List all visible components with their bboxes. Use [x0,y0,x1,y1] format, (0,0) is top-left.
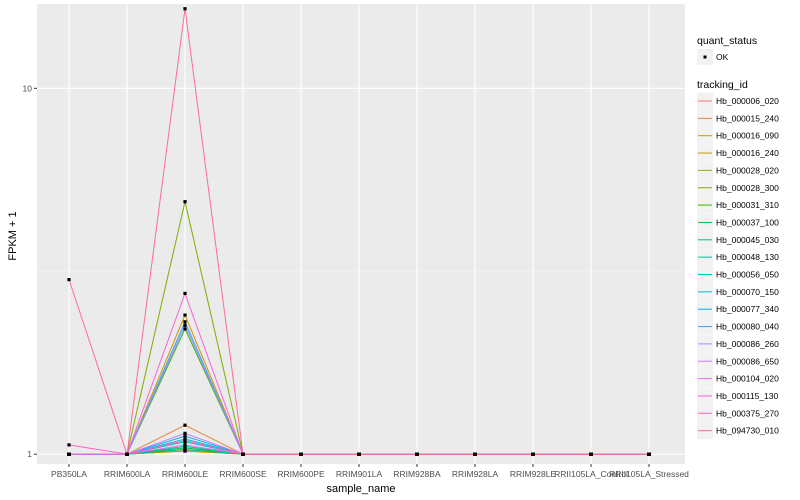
x-tick-label: RRIM928LA [452,469,499,479]
data-point [241,452,245,456]
legend-series-label: Hb_000086_260 [716,339,779,349]
data-point [183,447,187,452]
x-tick-label: RRIM928BA [393,469,441,479]
legend-series-label: Hb_000006_020 [716,96,779,106]
x-tick-label: RRIM928LE [510,469,557,479]
legend-series-label: Hb_000115_130 [716,391,779,401]
x-tick-label: RRIM600LE [162,469,209,479]
x-tick-label: PB350LA [51,469,87,479]
legend-series-title: tracking_id [697,79,748,91]
legend-series-label: Hb_000077_340 [716,304,779,314]
data-points [67,7,651,456]
data-point [415,452,419,456]
grid-lines [37,4,685,464]
y-tick-label: 10 [23,83,33,93]
legend-series-label: Hb_000070_150 [716,287,779,297]
x-tick-label: RRII105LA_Control [554,469,628,479]
data-point [67,443,71,447]
x-axis-title: sample_name [326,483,395,495]
data-point [183,443,187,447]
legend-series-label: Hb_000016_240 [716,148,779,158]
legend-series-label: Hb_000080_040 [716,322,779,332]
legend-series-label: Hb_000016_090 [716,131,779,141]
legend: quant_status OK tracking_id Hb_000006_02… [697,35,779,440]
x-axis: PB350LA RRIM600LA RRIM600LE RRIM600SE RRIM60… [51,464,689,479]
legend-series-label: Hb_000056_050 [716,270,779,280]
data-point [357,452,361,456]
data-point [183,291,187,296]
data-point [647,452,651,456]
legend-point-icon [703,55,707,59]
data-point [183,423,187,427]
y-tick-label: 1 [27,449,32,459]
legend-status-title: quant_status [697,35,757,47]
data-point [183,7,187,11]
data-point [531,452,535,456]
data-point [589,452,593,456]
data-point [67,278,71,282]
data-point [183,434,187,438]
plot-panel [37,4,685,464]
x-tick-label: RRIM901LA [336,469,383,479]
legend-series-label: Hb_000037_100 [716,217,779,227]
legend-status-label: OK [716,52,729,62]
legend-series-items: Hb_000006_020 Hb_000015_240 Hb_000016_090 H… [697,92,779,440]
data-point [67,452,71,456]
data-point [183,431,187,435]
data-point [299,452,303,456]
legend-series-label: Hb_000086_650 [716,356,779,366]
x-tick-label: RRIM600PE [277,469,325,479]
y-axis: 1 10 [23,83,37,459]
x-tick-label: RRII105LA_Stressed [609,469,689,479]
x-tick-label: RRIM600LA [104,469,151,479]
legend-series-label: Hb_000045_030 [716,235,779,245]
legend-series-label: Hb_000375_270 [716,408,779,418]
legend-series-label: Hb_000048_130 [716,252,779,262]
legend-series-label: Hb_000031_310 [716,200,779,210]
legend-series-label: Hb_094730_010 [716,426,779,436]
data-point [183,313,187,317]
data-point [183,200,187,204]
data-point [183,438,187,443]
legend-series-label: Hb_000015_240 [716,113,779,123]
data-point [183,320,187,324]
data-point [183,323,187,327]
data-point [473,452,477,456]
legend-series-label: Hb_000028_300 [716,183,779,193]
data-point [125,452,129,456]
x-tick-label: RRIM600SE [219,469,267,479]
legend-series-label: Hb_000104_020 [716,374,779,384]
legend-series-label: Hb_000028_020 [716,165,779,175]
data-point [183,327,187,331]
legend-status-items: OK [697,49,729,65]
y-axis-title: FPKM + 1 [7,211,19,260]
